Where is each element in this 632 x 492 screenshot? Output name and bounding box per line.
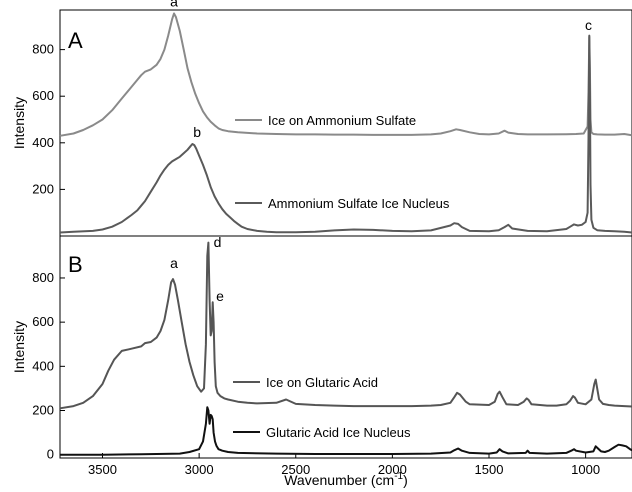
- panel-b-x-ticks: 3500 3000 2500 2000 1500 1000: [88, 453, 600, 477]
- y-tick-label: 800: [32, 270, 54, 285]
- panel-a: A 200 400 600 800 a b c Ice on Ammonium Sulfa…: [32, 0, 632, 237]
- panel-a-legend: Ice on Ammonium Sulfate Ammonium Sulfate…: [235, 113, 450, 211]
- legend-label-ammonium-sulfate-ice-nucleus: Ammonium Sulfate Ice Nucleus: [268, 196, 450, 211]
- y-tick-label: 800: [32, 42, 54, 57]
- y-axis-title-b: Intensity: [11, 321, 27, 373]
- series-line-glutaric-acid-ice-nucleus: [60, 406, 632, 456]
- y-tick-label: 400: [32, 135, 54, 150]
- panel-b-y-ticks: 0 200 400 600 800: [32, 270, 65, 462]
- panel-b-frame: [59, 235, 632, 459]
- y-tick-label: 200: [32, 181, 54, 196]
- panel-a-peak-labels: a b c: [170, 0, 592, 140]
- y-tick-label: 200: [32, 403, 54, 418]
- x-axis-title-main: Wavenumber (cm: [284, 472, 394, 488]
- panel-a-y-ticks: 200 400 600 800: [32, 42, 65, 196]
- peak-label-d: d: [214, 234, 222, 250]
- y-tick-label: 600: [32, 314, 54, 329]
- peak-label-a: a: [170, 255, 178, 271]
- x-axis-title: Wavenumber (cm-1): [284, 471, 408, 488]
- x-tick-label: 1500: [475, 462, 504, 477]
- y-tick-label: 0: [47, 447, 54, 462]
- x-axis-title-superscript: -1: [394, 471, 403, 482]
- legend-label-ice-on-ammonium-sulfate: Ice on Ammonium Sulfate: [268, 113, 416, 128]
- legend-label-glutaric-acid-ice-nucleus: Glutaric Acid Ice Nucleus: [266, 425, 411, 440]
- x-tick-label: 2000: [378, 462, 407, 477]
- x-tick-label: 1000: [571, 462, 600, 477]
- panel-b-peak-labels: a d e: [170, 234, 224, 304]
- panel-b-label: B: [68, 252, 83, 277]
- panel-a-series: [59, 12, 632, 234]
- x-tick-label: 2500: [281, 462, 310, 477]
- peak-label-c: c: [585, 17, 592, 33]
- legend-label-ice-on-glutaric-acid: Ice on Glutaric Acid: [266, 375, 378, 390]
- peak-label-a: a: [170, 0, 178, 10]
- y-axis-title-a: Intensity: [11, 97, 27, 149]
- panel-b-series: [59, 241, 632, 456]
- series-line-ice-on-glutaric-acid: [59, 241, 632, 410]
- x-tick-label: 3500: [88, 462, 117, 477]
- panel-b-legend: Ice on Glutaric Acid Glutaric Acid Ice N…: [233, 375, 411, 440]
- panel-b: B 0 200 400 600 800 3500 3000 2500 2000 1500 1000…: [32, 234, 632, 477]
- y-tick-label: 600: [32, 88, 54, 103]
- peak-label-e: e: [216, 288, 224, 304]
- y-tick-label: 400: [32, 358, 54, 373]
- x-axis-title-end: ): [403, 472, 408, 488]
- panel-a-label: A: [68, 28, 83, 53]
- series-line-ammonium-sulfate-ice-nucleus: [59, 34, 632, 234]
- peak-label-b: b: [193, 124, 201, 140]
- x-tick-label: 3000: [185, 462, 214, 477]
- series-line-ice-on-ammonium-sulfate: [59, 12, 632, 137]
